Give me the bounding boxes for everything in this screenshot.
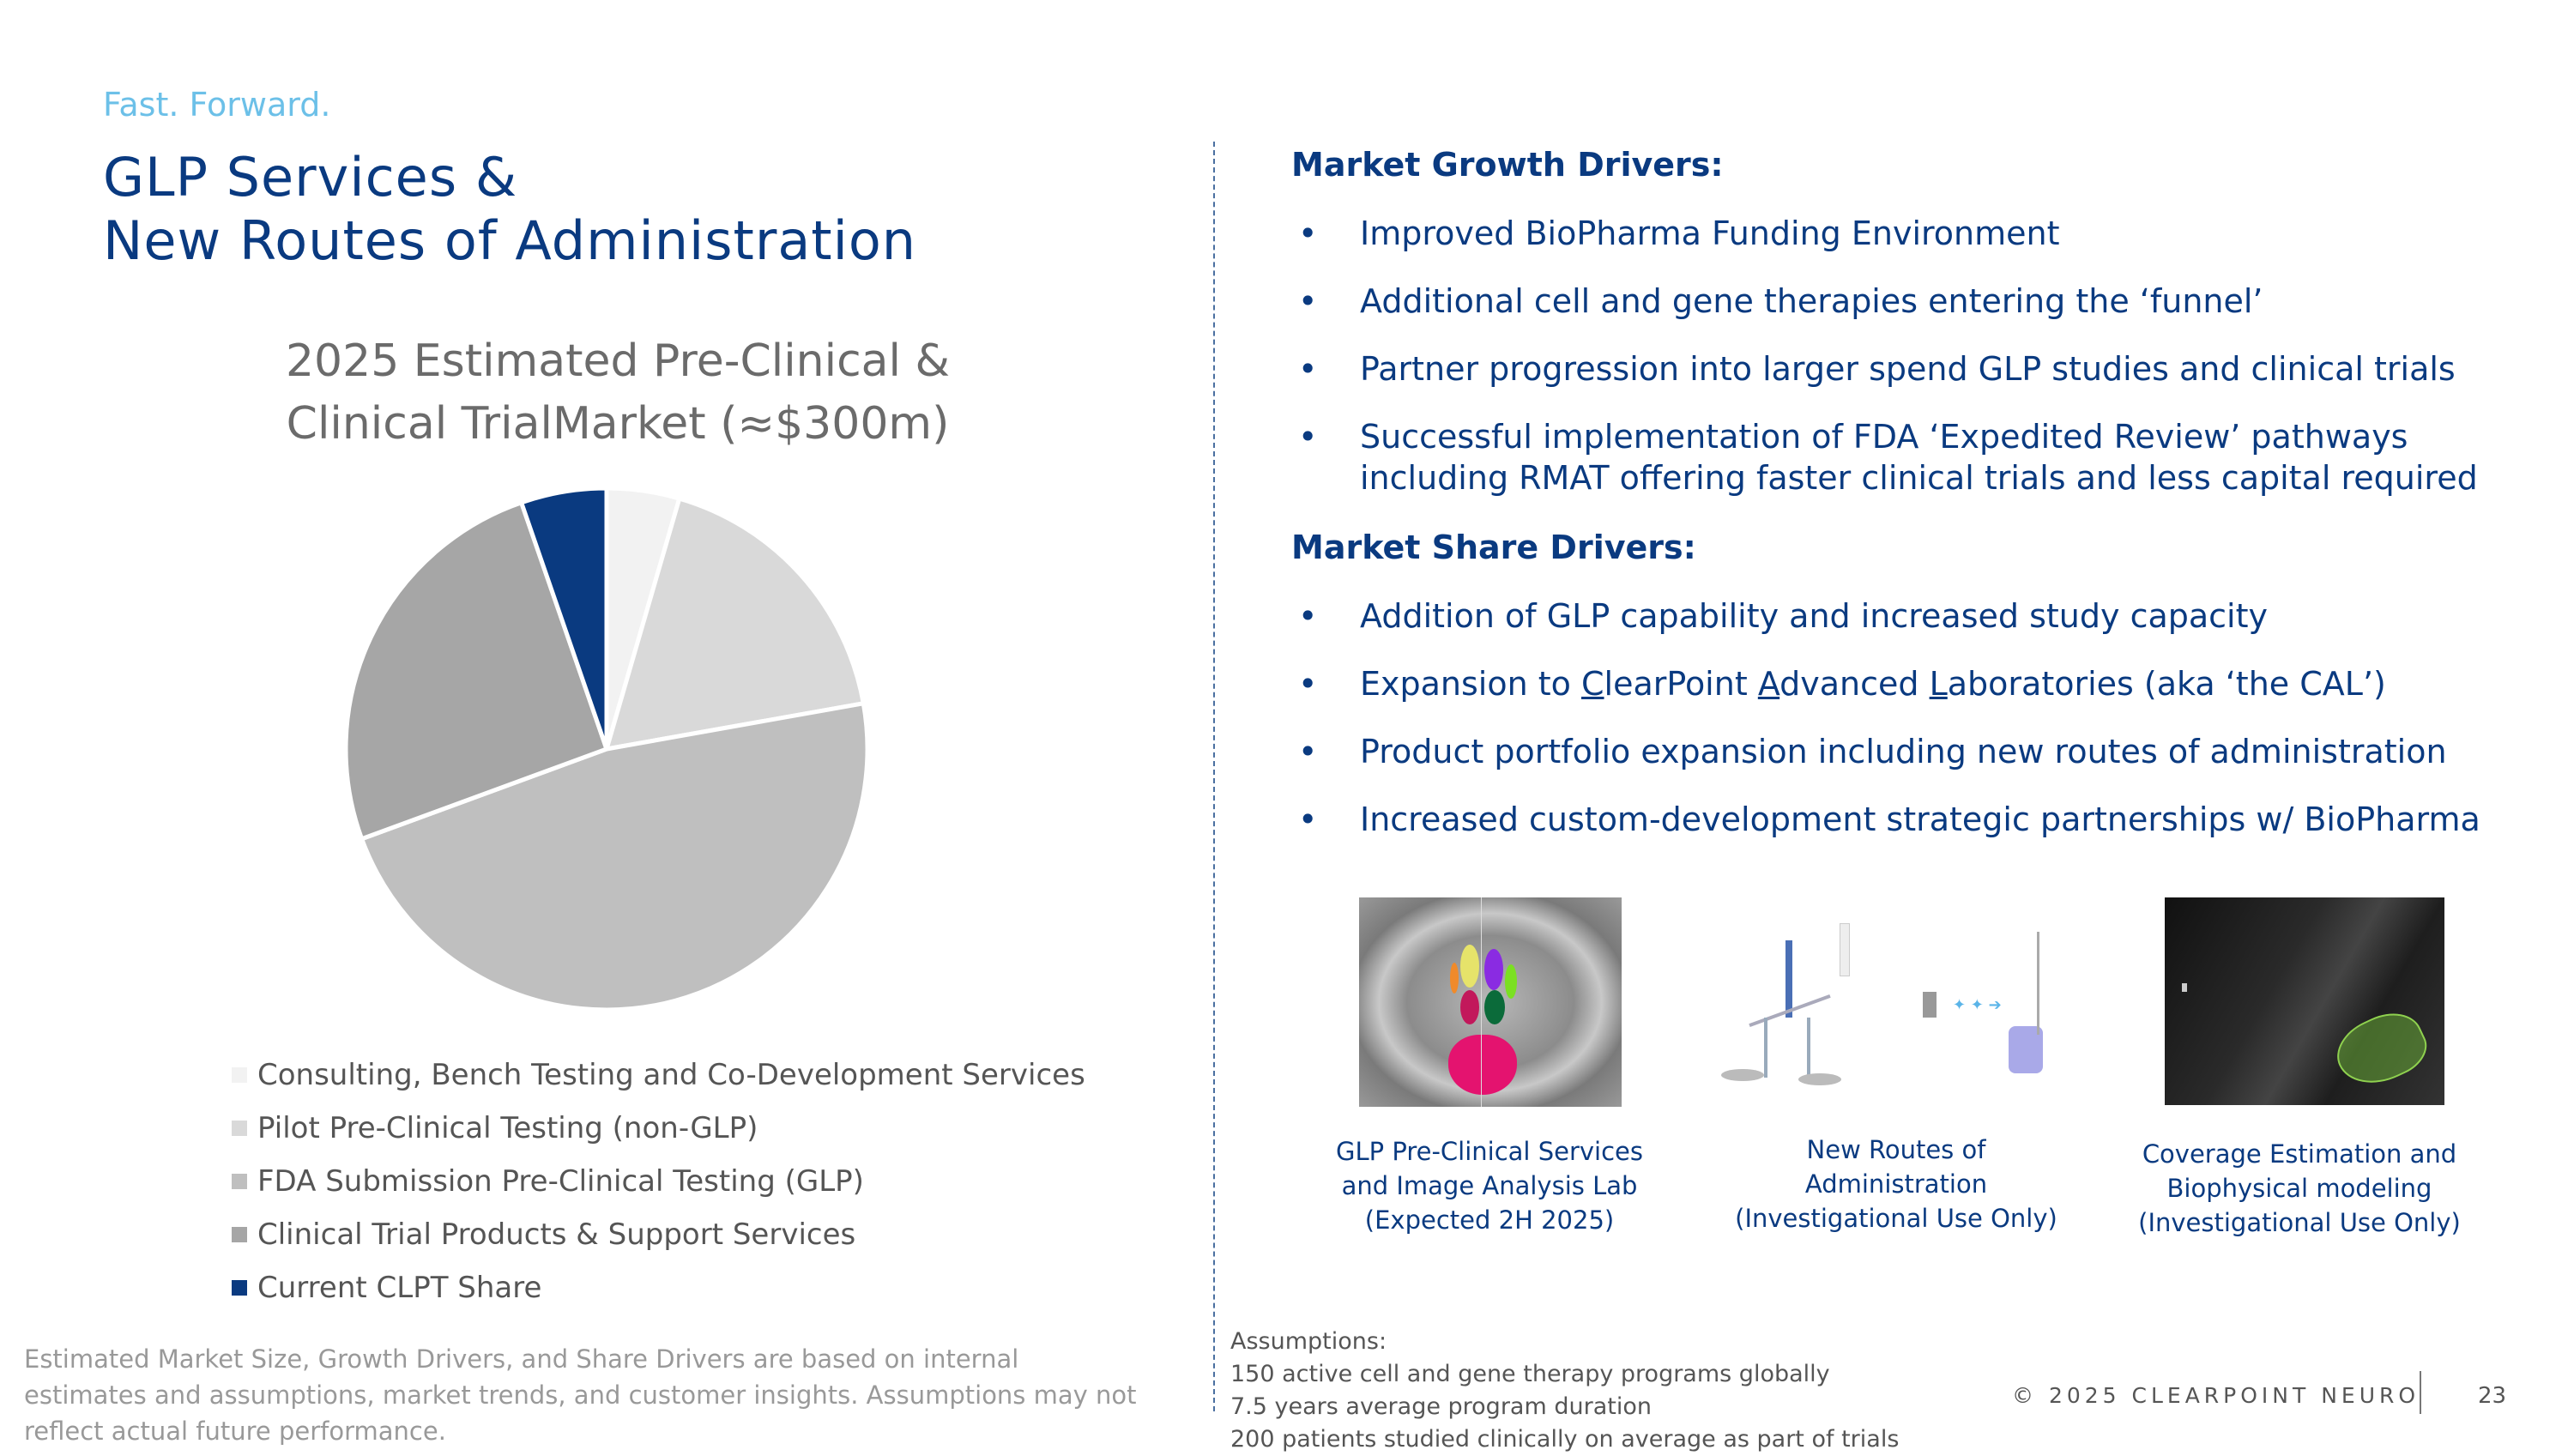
copyright: © 2025 CLEARPOINT NEURO — [2012, 1383, 2420, 1408]
caption-line: (Expected 2H 2025) — [1364, 1205, 1615, 1235]
bullet-text: Product portfolio expansion including ne… — [1360, 733, 2447, 770]
bullet-text: Improved BioPharma Funding Environment — [1360, 214, 2060, 252]
growth-driver-item: • Improved BioPharma Funding Environment — [1291, 213, 2527, 254]
legend-swatch — [232, 1227, 247, 1242]
share-driver-item: • Product portfolio expansion including n… — [1291, 731, 2527, 772]
text-segment: Expansion to — [1360, 665, 1581, 703]
bullet-text: Successful implementation of FDA ‘Expedi… — [1360, 418, 2478, 497]
share-driver-item: • Expansion to ClearPoint Advanced Labora… — [1291, 663, 2527, 704]
bullet-icon: • — [1298, 350, 1318, 388]
legend-label: Current CLPT Share — [257, 1271, 542, 1305]
growth-driver-item: • Partner progression into larger spend G… — [1291, 348, 2527, 390]
growth-driver-item: • Successful implementation of FDA ‘Exped… — [1291, 416, 2527, 498]
bullet-text: Additional cell and gene therapies enter… — [1360, 282, 2263, 320]
legend-label: Pilot Pre-Clinical Testing (non-GLP) — [257, 1111, 758, 1145]
share-driver-item: • Addition of GLP capability and increase… — [1291, 595, 2527, 637]
pie-slice-4 — [343, 499, 610, 842]
caption-line: and Image Analysis Lab — [1341, 1171, 1638, 1200]
legend-swatch — [232, 1121, 247, 1136]
share-driver-item: • Increased custom-development strategic … — [1291, 799, 2527, 840]
title-line-2: New Routes of Administration — [103, 209, 917, 272]
caption-new-routes: New Routes of Administration (Investigat… — [1716, 1133, 2076, 1235]
footer-separator — [2420, 1371, 2421, 1414]
legend-label: FDA Submission Pre-Clinical Testing (GLP… — [257, 1164, 864, 1199]
delivery-device-image: ✦ ✦ ➔ — [1713, 915, 2071, 1090]
assumptions: Assumptions: 150 active cell and gene th… — [1230, 1326, 1899, 1456]
underlined-letter: C — [1580, 665, 1604, 703]
bullet-icon: • — [1298, 214, 1318, 252]
caption-line: Coverage Estimation and — [2142, 1139, 2457, 1169]
bullet-text: Partner progression into larger spend GL… — [1360, 350, 2456, 388]
legend-item: FDA Submission Pre-Clinical Testing (GLP… — [232, 1155, 1085, 1208]
chart-title-line-2: Clinical TrialMarket (≈$300m) — [286, 398, 950, 450]
caption-line: (Investigational Use Only) — [1735, 1204, 2057, 1233]
assumption-line: 7.5 years average program duration — [1230, 1393, 1652, 1420]
dashed-divider — [1213, 142, 1215, 1411]
page-number: 23 — [2478, 1383, 2507, 1409]
share-drivers-heading: Market Share Drivers: — [1291, 529, 1696, 566]
tagline: Fast. Forward. — [103, 86, 331, 124]
legend-item: Current CLPT Share — [232, 1261, 1085, 1314]
bullet-text: Increased custom-development strategic p… — [1360, 800, 2480, 838]
assumptions-heading: Assumptions: — [1230, 1328, 1387, 1355]
chart-title-line-1: 2025 Estimated Pre-Clinical & — [285, 335, 951, 387]
assumption-line: 200 patients studied clinically on avera… — [1230, 1426, 1900, 1453]
pie-chart — [343, 486, 870, 1012]
underlined-letter: L — [1929, 665, 1948, 703]
growth-driver-item: • Additional cell and gene therapies ente… — [1291, 281, 2527, 322]
legend-swatch — [232, 1067, 247, 1083]
chart-legend: Consulting, Bench Testing and Co-Develop… — [232, 1048, 1085, 1314]
coverage-model-image — [2165, 897, 2444, 1105]
bullet-icon: • — [1298, 418, 1318, 456]
legend-item: Pilot Pre-Clinical Testing (non-GLP) — [232, 1102, 1085, 1155]
arrow-icons: ✦ ✦ ➔ — [1953, 996, 2002, 1014]
legend-label: Clinical Trial Products & Support Servic… — [257, 1217, 856, 1252]
bullet-text: Expansion to ClearPoint Advanced Laborat… — [1360, 663, 2386, 704]
drivers-panel: Market Growth Drivers: • Improved BioPhar… — [1291, 142, 2527, 867]
underlined-letter: A — [1757, 665, 1780, 703]
bullet-icon: • — [1298, 665, 1318, 703]
mri-segmentation-image — [1359, 897, 1622, 1107]
caption-glp-services: GLP Pre-Clinical Services and Image Anal… — [1309, 1134, 1670, 1237]
bullet-icon: • — [1298, 282, 1318, 320]
pie-slice-2 — [603, 495, 867, 752]
bullet-text: Addition of GLP capability and increased… — [1360, 597, 2268, 635]
caption-line: GLP Pre-Clinical Services — [1336, 1137, 1643, 1166]
growth-drivers-heading: Market Growth Drivers: — [1291, 146, 1724, 184]
text-segment: dvanced — [1779, 665, 1930, 703]
pie-slice-5 — [518, 486, 609, 750]
page-title: GLP Services & New Routes of Administrat… — [103, 146, 916, 273]
title-line-1: GLP Services & — [103, 146, 518, 208]
pie-slice-3 — [359, 700, 870, 1012]
legend-swatch — [232, 1174, 247, 1189]
bullet-icon: • — [1298, 733, 1318, 770]
caption-line: (Investigational Use Only) — [2138, 1208, 2461, 1237]
bullet-icon: • — [1298, 800, 1318, 838]
caption-coverage-estimation: Coverage Estimation and Biophysical mode… — [2119, 1137, 2480, 1240]
disclaimer-footnote: Estimated Market Size, Growth Drivers, a… — [24, 1344, 1137, 1446]
text-segment: aboratories (aka ‘the CAL’) — [1947, 665, 2386, 703]
caption-line: Biophysical modeling — [2166, 1174, 2432, 1203]
text-segment: learPoint — [1604, 665, 1758, 703]
legend-item: Clinical Trial Products & Support Servic… — [232, 1208, 1085, 1261]
bullet-icon: • — [1298, 597, 1318, 635]
legend-item: Consulting, Bench Testing and Co-Develop… — [232, 1048, 1085, 1102]
caption-line: Administration — [1804, 1169, 1988, 1199]
legend-swatch — [232, 1280, 247, 1296]
chart-title: 2025 Estimated Pre-Clinical & Clinical T… — [223, 330, 1012, 456]
legend-label: Consulting, Bench Testing and Co-Develop… — [257, 1058, 1085, 1092]
assumption-line: 150 active cell and gene therapy program… — [1230, 1361, 1830, 1387]
caption-line: New Routes of — [1806, 1135, 1986, 1164]
